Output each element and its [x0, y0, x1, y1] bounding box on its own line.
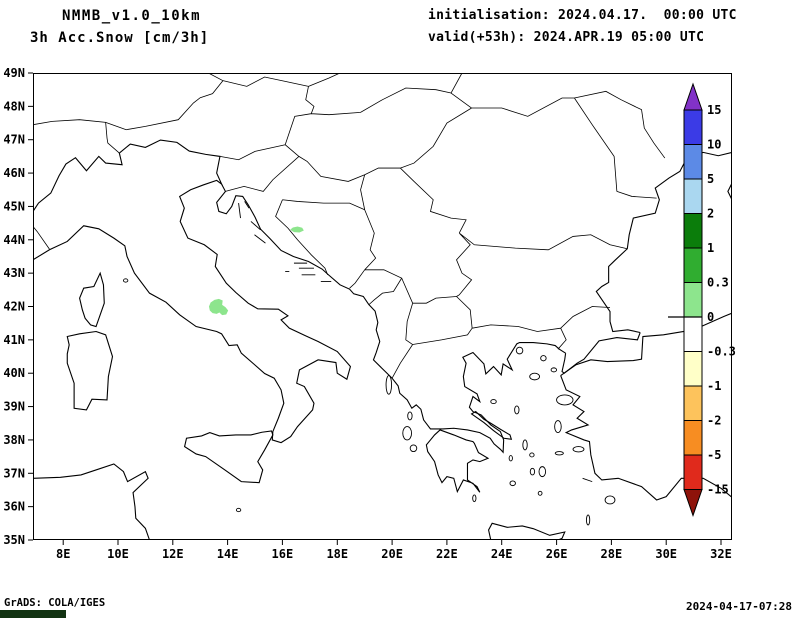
island-skopelos	[491, 400, 496, 404]
island-corfu	[386, 376, 391, 395]
lat-tick-label: 44N	[3, 233, 25, 247]
island-rhodes	[605, 496, 615, 504]
lon-tick-label: 16E	[272, 547, 294, 561]
lon-tick-label: 10E	[107, 547, 129, 561]
snow-shading-layer	[208, 226, 304, 316]
lon-tick-label: 28E	[601, 547, 623, 561]
lat-tick-label: 36N	[3, 500, 25, 514]
island-kefalonia	[403, 427, 412, 440]
lon-tick-label: 20E	[381, 547, 403, 561]
island-milos	[510, 481, 515, 486]
coastline-italy	[33, 140, 350, 443]
lat-tick-label: 40N	[3, 366, 25, 380]
coastline-sicily	[185, 431, 273, 483]
dalmatian-islands	[239, 201, 593, 481]
island-naxos	[539, 467, 546, 477]
snow-patch-dinaric-alps	[290, 226, 304, 233]
island-santorini	[538, 491, 542, 495]
coastline-adriatic-greece	[217, 184, 566, 452]
variable-title: 3h Acc.Snow [cm/3h]	[30, 30, 210, 46]
lon-tick-label: 22E	[436, 547, 458, 561]
island-kea	[509, 456, 512, 461]
lat-tick-label: 42N	[3, 300, 25, 314]
lat-tick-label: 39N	[3, 400, 25, 414]
island-karpathos	[586, 515, 589, 525]
island-zakynthos	[410, 445, 417, 452]
basemap	[33, 73, 732, 540]
island-lefkada	[408, 412, 412, 420]
island-tinos	[530, 453, 534, 457]
borders-layer	[33, 73, 665, 378]
lon-tick-label: 14E	[217, 547, 239, 561]
map-frame	[33, 73, 732, 540]
coastline-black-sea	[596, 152, 732, 332]
coastline-crete	[489, 523, 565, 540]
island-kythira	[473, 495, 476, 502]
lon-tick-label: 30E	[655, 547, 677, 561]
lat-tick-label: 45N	[3, 199, 25, 213]
island-imbros	[551, 368, 556, 372]
lon-tick-label: 12E	[162, 547, 184, 561]
island-skyros	[515, 406, 519, 414]
coastline-sardinia	[67, 332, 112, 410]
lon-tick-label: 8E	[56, 547, 70, 561]
initialisation-label: initialisation: 2024.04.17. 00:00 UTC	[428, 8, 737, 23]
lat-tick-label: 43N	[3, 266, 25, 280]
island-lesbos	[557, 395, 573, 405]
coastline-marmara-north	[562, 333, 640, 374]
lat-tick-label: 41N	[3, 333, 25, 347]
island-malta	[236, 508, 240, 511]
island-thasos	[516, 347, 523, 354]
island-samothrace	[541, 356, 546, 361]
snow-patch-apennines	[208, 298, 229, 316]
coastline-peloponnese	[426, 430, 488, 492]
lat-tick-label: 37N	[3, 466, 25, 480]
island-paros	[530, 468, 534, 475]
lon-tick-label: 24E	[491, 547, 513, 561]
lat-tick-label: 47N	[3, 133, 25, 147]
country-borders	[33, 73, 665, 378]
island-chios	[555, 421, 562, 433]
corner-logo-box	[0, 610, 66, 618]
coastline-turkey-aegean	[561, 376, 732, 500]
valid-time-label: valid(+53h): 2024.APR.19 05:00 UTC	[428, 30, 705, 45]
lat-tick-label: 49N	[3, 66, 25, 80]
coastline-turkey-marmara-south	[561, 313, 732, 375]
lat-tick-label: 35N	[3, 533, 25, 547]
island-samos	[573, 447, 584, 452]
island-ikaria	[555, 452, 563, 455]
creation-timestamp: 2024-04-17-07:28	[686, 600, 792, 613]
islands-layer	[123, 279, 614, 525]
lat-tick-label: 38N	[3, 433, 25, 447]
island-limnos	[530, 373, 540, 380]
lat-tick-label: 48N	[3, 99, 25, 113]
lat-tick-label: 46N	[3, 166, 25, 180]
coastline-euboea	[472, 412, 512, 440]
island-andros	[523, 440, 527, 450]
coastline-corsica	[80, 273, 105, 326]
coastlines-layer	[33, 140, 732, 540]
lon-tick-label: 26E	[546, 547, 568, 561]
island-elba	[123, 279, 127, 282]
coastline-north-africa	[33, 464, 149, 540]
model-title: NMMB_v1.0_10km	[62, 8, 202, 24]
lon-tick-label: 18E	[326, 547, 348, 561]
lon-tick-label: 32E	[710, 547, 732, 561]
grads-credit: GrADS: COLA/IGES	[4, 597, 106, 609]
